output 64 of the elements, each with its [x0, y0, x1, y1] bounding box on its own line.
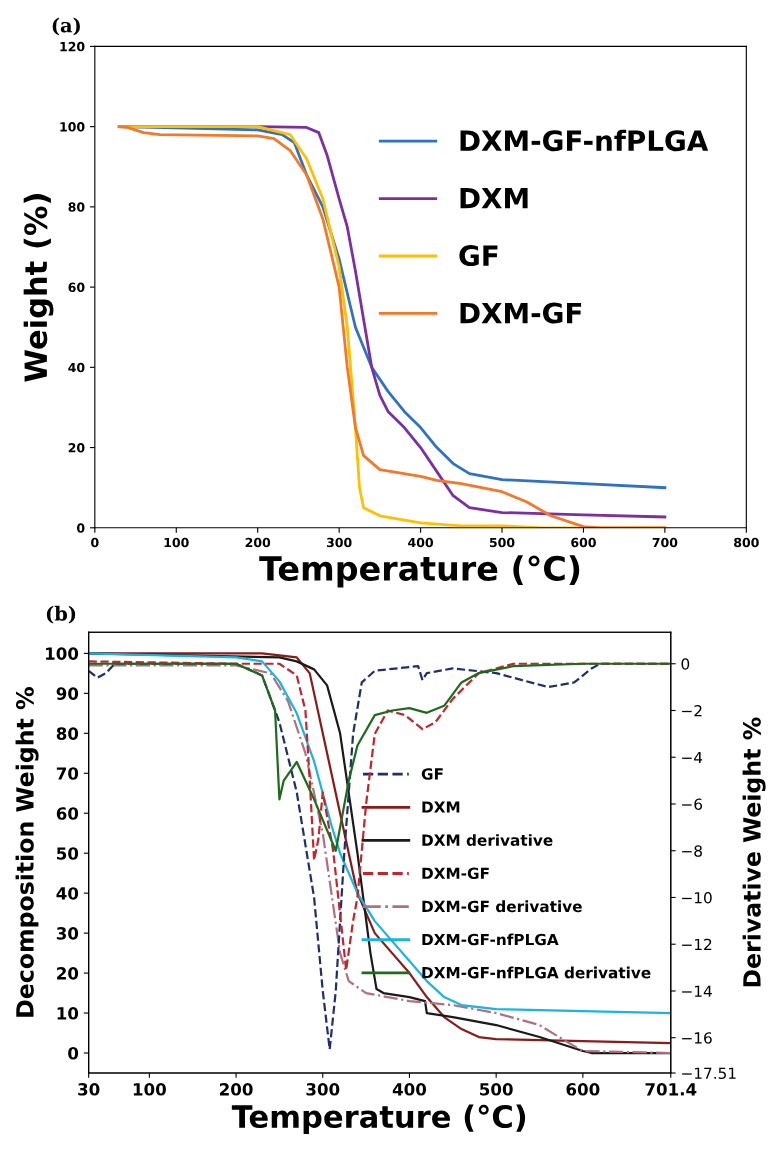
x-tick-label: 400 [408, 537, 434, 548]
y2-tick-label: −2 [682, 704, 702, 717]
legend-label: DXM-GF derivative [422, 900, 582, 913]
y-tick-label: 70 [56, 767, 79, 780]
y-tick-label: 60 [56, 807, 79, 820]
x-tick-label: 700 [652, 537, 678, 548]
legend-label: DXM-GF [460, 302, 582, 324]
y-tick-label: 30 [56, 927, 79, 940]
line-series [88, 662, 671, 852]
x-tick-label: 600 [566, 1083, 600, 1096]
x-tick-label: 600 [571, 537, 596, 548]
x-tick-label: 500 [480, 1083, 513, 1096]
y-tick-label: 80 [56, 727, 79, 740]
y-tick-label: 100 [46, 647, 79, 660]
x-tick-label: 701.4 [645, 1083, 697, 1096]
y2-tick-label: −10 [682, 891, 712, 904]
x-tick-label: 300 [306, 1083, 340, 1096]
y-tick-label: 120 [60, 41, 85, 52]
y2-tick-label: −16 [682, 1032, 712, 1044]
y2-tick-label: −6 [682, 798, 703, 811]
x-tick-label: 100 [164, 537, 189, 548]
y-tick-label: 0 [68, 1046, 79, 1060]
y-tick-label: 40 [56, 887, 79, 900]
y-tick-label: 20 [57, 967, 79, 980]
y2-tick-label: 0 [681, 658, 690, 670]
text: (a) [52, 17, 80, 36]
y-tick-label: 50 [57, 847, 79, 860]
y-axis-title: Weight (%) [23, 194, 54, 382]
x-tick-label: 300 [326, 537, 352, 548]
legend-label: DXM [422, 801, 460, 813]
x-tick-label: 800 [734, 537, 759, 548]
x-tick-label: 200 [245, 537, 271, 548]
y2-tick-label: −8 [682, 845, 702, 857]
y-tick-label: 80 [68, 202, 85, 212]
legend-label: GF [421, 768, 443, 780]
x-axis-title: Temperature (°C) [231, 1104, 526, 1134]
y2-tick-label: −14 [682, 985, 712, 997]
legend-label: DXM-GF-nfPLGA [422, 933, 559, 946]
y-tick-label: 40 [68, 362, 85, 373]
y2-tick-label: −4 [682, 751, 703, 764]
x-tick-label: 400 [392, 1083, 427, 1096]
x-axis-title: Temperature (°C) [259, 555, 580, 588]
y2-axis-title: Derivative Weight % [742, 717, 766, 987]
text: (b) [46, 605, 76, 624]
legend-label: DXM derivative [422, 834, 553, 846]
y-tick-label: 100 [60, 122, 85, 132]
y-tick-label: 60 [68, 282, 85, 293]
x-tick-label: 30 [78, 1083, 100, 1096]
x-tick-label: 0 [91, 537, 99, 548]
y2-tick-label: −17.51 [682, 1067, 736, 1080]
y-tick-label: 0 [77, 523, 85, 533]
y-tick-label: 20 [68, 443, 85, 453]
y-tick-label: 90 [56, 687, 79, 700]
x-tick-label: 200 [219, 1083, 253, 1096]
y-axis-title: Decomposition Weight % [15, 687, 39, 1017]
legend-label: DXM-GF-nfPLGA derivative [422, 966, 651, 979]
legend-label: DXM-GF-nfPLGA [460, 129, 709, 152]
x-tick-label: 100 [133, 1083, 166, 1096]
legend-label: DXM [460, 188, 528, 209]
legend-label: DXM-GF [422, 867, 489, 880]
y-tick-label: 10 [57, 1007, 79, 1020]
legend-label: GF [459, 245, 498, 267]
x-tick-label: 500 [489, 537, 515, 548]
y2-tick-label: −12 [682, 938, 712, 951]
